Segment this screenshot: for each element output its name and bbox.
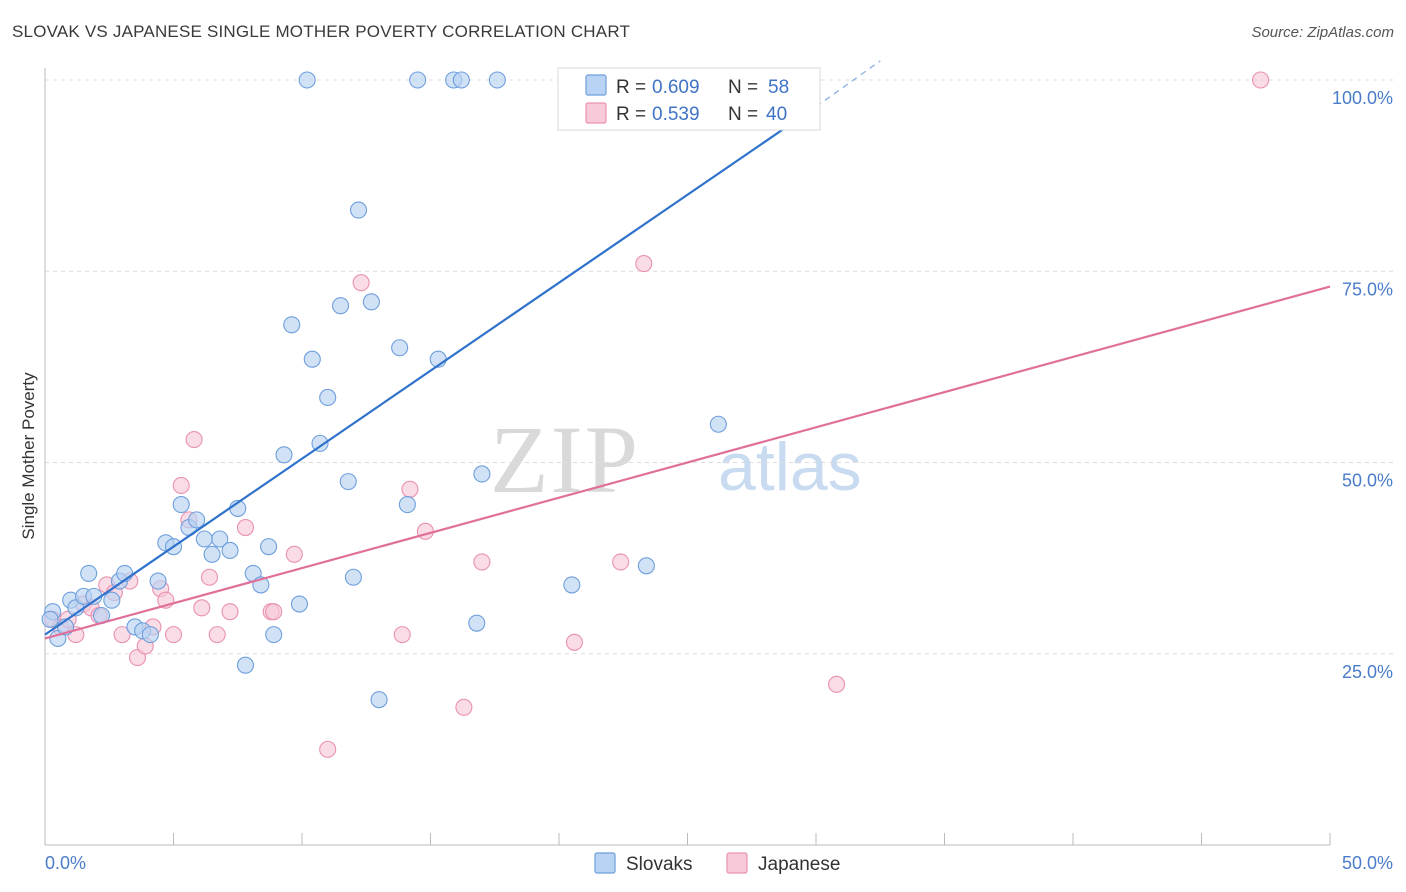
point-slovaks — [637, 557, 655, 575]
point-japanese — [828, 675, 846, 693]
legend-swatch-slovaks — [585, 74, 607, 96]
point-slovaks — [221, 541, 239, 560]
series-legend: Slovaks Japanese — [594, 852, 840, 875]
trendline-slovaks-extension — [815, 60, 881, 108]
point-slovaks — [275, 446, 293, 464]
point-japanese — [200, 568, 219, 586]
point-japanese — [565, 633, 583, 651]
tick-labels: 25.0% 50.0% 75.0% 100.0% 0.0% 50.0% — [45, 88, 1393, 873]
y-tick-label: 25.0% — [1342, 662, 1393, 682]
point-slovaks — [172, 496, 190, 514]
source-label: Source: ZipAtlas.com — [1251, 24, 1394, 41]
point-slovaks — [349, 201, 368, 219]
point-slovaks — [303, 350, 321, 368]
point-slovaks — [409, 71, 427, 89]
point-slovaks — [283, 316, 301, 334]
point-slovaks — [563, 576, 581, 594]
point-slovaks — [211, 530, 229, 548]
point-japanese — [172, 476, 190, 495]
point-slovaks — [473, 465, 491, 483]
point-japanese — [319, 740, 337, 758]
point-slovaks — [203, 545, 221, 563]
point-slovaks — [236, 656, 255, 674]
legend-n-label-slovaks: N = — [728, 77, 758, 98]
legend-r-label-japanese: R = — [616, 104, 646, 125]
watermark-atlas: atlas — [718, 429, 862, 505]
point-slovaks — [311, 434, 329, 452]
point-japanese — [221, 603, 239, 621]
y-axis-label: Single Mother Poverty — [19, 372, 38, 540]
point-slovaks — [149, 572, 167, 590]
x-tick-label: 50.0% — [1342, 853, 1393, 873]
point-slovaks — [41, 610, 59, 628]
point-slovaks — [398, 496, 416, 514]
point-japanese — [113, 626, 131, 644]
point-japanese — [285, 545, 303, 563]
point-japanese — [208, 626, 226, 644]
point-slovaks — [370, 691, 388, 709]
bottom-legend-label-slovaks: Slovaks — [626, 854, 693, 875]
point-slovaks — [290, 595, 308, 613]
point-japanese — [352, 274, 370, 292]
point-slovaks — [452, 71, 470, 89]
point-japanese — [612, 553, 630, 571]
point-slovaks — [339, 473, 357, 491]
bottom-legend-swatch-japanese — [726, 852, 748, 874]
point-japanese — [473, 553, 491, 571]
legend-n-label-japanese: N = — [728, 104, 758, 125]
point-slovaks — [265, 626, 283, 644]
point-slovaks — [319, 388, 337, 407]
trendline-slovaks — [44, 105, 817, 636]
point-slovaks — [468, 614, 486, 632]
watermark: ZIP atlas — [490, 406, 862, 513]
point-slovaks — [391, 339, 409, 357]
point-japanese — [393, 626, 411, 644]
point-slovaks — [188, 511, 206, 529]
point-slovaks — [141, 626, 159, 644]
points-layer — [41, 71, 1270, 758]
point-japanese — [236, 518, 255, 537]
point-japanese — [164, 626, 183, 644]
axes — [44, 68, 1331, 846]
watermark-zip: ZIP — [490, 406, 640, 513]
legend-r-label-slovaks: R = — [616, 77, 646, 98]
point-slovaks — [298, 71, 316, 89]
point-japanese — [185, 430, 203, 449]
point-japanese — [401, 480, 419, 498]
bottom-legend-label-japanese: Japanese — [758, 854, 840, 875]
point-japanese — [455, 698, 473, 716]
trend-layer — [44, 60, 1331, 640]
point-japanese — [193, 599, 211, 617]
legend-r-value-slovaks: 0.609 — [652, 77, 700, 98]
y-tick-label: 100.0% — [1332, 88, 1393, 108]
bottom-legend-swatch-slovaks — [594, 852, 616, 874]
point-slovaks — [103, 591, 121, 609]
chart-title: SLOVAK VS JAPANESE SINGLE MOTHER POVERTY… — [12, 22, 631, 41]
y-tick-label: 75.0% — [1342, 279, 1393, 299]
point-slovaks — [80, 564, 98, 582]
legend-r-value-japanese: 0.539 — [652, 104, 700, 125]
point-slovaks — [260, 538, 278, 556]
point-japanese — [1252, 71, 1270, 89]
legend-n-value-japanese: 40 — [766, 104, 787, 125]
y-tick-label: 50.0% — [1342, 471, 1393, 491]
x-tick-label: 0.0% — [45, 853, 86, 873]
point-slovaks — [344, 568, 362, 586]
point-slovaks — [362, 293, 380, 311]
legend-swatch-japanese — [585, 102, 607, 124]
point-slovaks — [331, 297, 350, 315]
point-japanese — [265, 603, 283, 621]
point-japanese — [635, 255, 653, 273]
point-slovaks — [709, 415, 727, 433]
point-slovaks — [488, 71, 506, 89]
trendline-japanese — [44, 285, 1331, 640]
stats-legend: R = 0.609 N = 58 R = 0.539 N = 40 — [557, 67, 821, 131]
legend-n-value-slovaks: 58 — [768, 77, 789, 98]
point-slovaks — [195, 530, 213, 548]
